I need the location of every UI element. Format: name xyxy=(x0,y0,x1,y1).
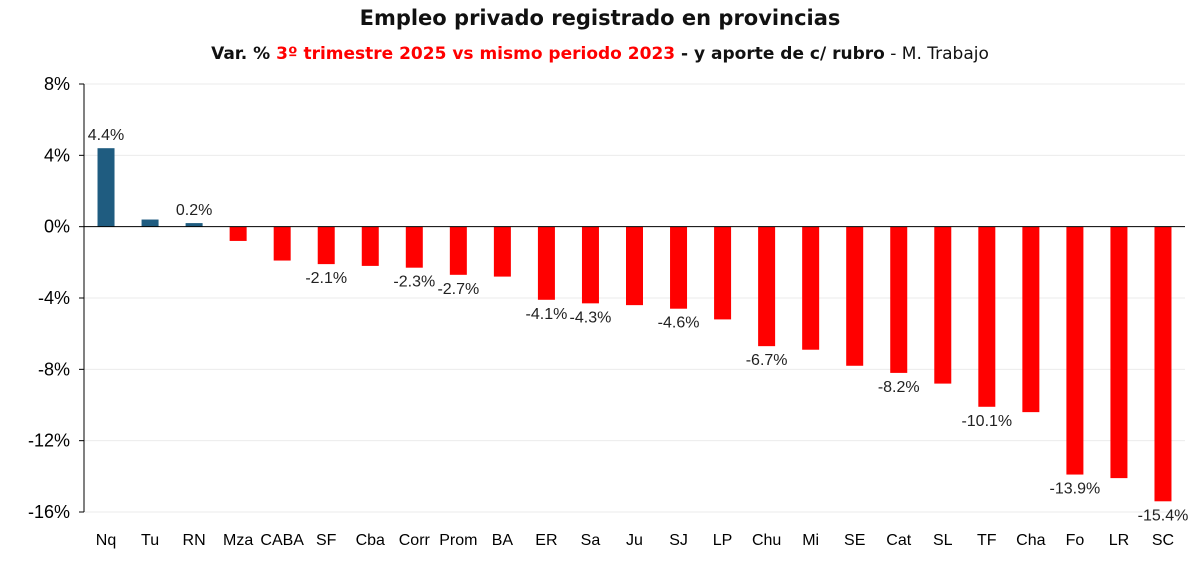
x-tick-label: SF xyxy=(316,532,337,549)
x-tick-label: Prom xyxy=(439,532,477,549)
bar xyxy=(493,226,511,277)
bar xyxy=(141,219,159,227)
data-label: -2.1% xyxy=(305,270,347,287)
bar xyxy=(361,226,379,266)
bar xyxy=(758,226,776,347)
y-tick-label: -4% xyxy=(38,288,70,308)
subtitle-prefix: Var. % xyxy=(211,44,277,64)
x-tick-label: TF xyxy=(977,532,997,549)
x-tick-label: SC xyxy=(1152,532,1174,549)
x-tick-label: Ju xyxy=(626,532,643,549)
x-tick-label: Cba xyxy=(356,532,385,549)
data-label: 4.4% xyxy=(88,127,124,144)
bar xyxy=(1022,226,1040,413)
y-tick-label: -16% xyxy=(28,502,70,522)
x-tick-label: Cha xyxy=(1016,532,1045,549)
bar xyxy=(626,226,643,306)
x-tick-label: SJ xyxy=(669,532,688,549)
x-tick-label: SE xyxy=(844,532,865,549)
bar xyxy=(405,226,423,268)
data-label: -4.1% xyxy=(526,306,568,323)
y-tick-label: 4% xyxy=(44,145,70,165)
x-tick-label: Tu xyxy=(141,532,159,549)
x-tick-label: ER xyxy=(535,532,557,549)
x-tick-label: SL xyxy=(933,532,953,549)
bar xyxy=(714,226,732,320)
y-tick-label: 8% xyxy=(44,74,70,94)
data-label: -6.7% xyxy=(746,352,788,369)
x-tick-label: BA xyxy=(492,532,514,549)
bar xyxy=(934,226,952,384)
bar xyxy=(1066,226,1084,475)
subtitle-source: - M. Trabajo xyxy=(884,44,989,64)
data-label: -4.3% xyxy=(570,309,612,326)
bar xyxy=(846,226,864,366)
chart-title: Empleo privado registrado en provincias xyxy=(359,6,841,30)
x-tick-label: Mza xyxy=(223,532,253,549)
x-tick-label: Mi xyxy=(802,532,819,549)
bar xyxy=(97,148,115,227)
bar xyxy=(581,226,599,304)
subtitle-period: 3º trimestre 2025 vs mismo periodo 2023 xyxy=(276,44,676,64)
x-tick-label: Chu xyxy=(752,532,781,549)
subtitle-contribution: - y aporte de c/ rubro xyxy=(675,44,885,64)
x-tick-label: Sa xyxy=(581,532,601,549)
bar xyxy=(1154,226,1172,502)
x-tick-label: Fo xyxy=(1066,532,1085,549)
chart-subtitle: Var. % 3º trimestre 2025 vs mismo period… xyxy=(0,44,1200,64)
bar xyxy=(273,226,291,261)
bar xyxy=(449,226,467,275)
data-label: 0.2% xyxy=(176,202,212,219)
data-label: -2.3% xyxy=(393,274,435,291)
data-label: -4.6% xyxy=(658,315,700,332)
x-tick-label: LP xyxy=(713,532,733,549)
y-tick-label: 0% xyxy=(44,217,70,237)
x-tick-label: Corr xyxy=(399,532,431,549)
data-label: -8.2% xyxy=(878,379,920,396)
data-label: -15.4% xyxy=(1138,507,1189,524)
bar xyxy=(978,226,996,407)
x-tick-label: LR xyxy=(1109,532,1129,549)
x-tick-label: RN xyxy=(183,532,206,549)
bar xyxy=(185,223,203,227)
x-tick-label: Nq xyxy=(96,532,116,549)
bar xyxy=(670,226,688,309)
y-tick-label: -8% xyxy=(38,359,70,379)
bar xyxy=(537,226,555,300)
y-tick-label: -12% xyxy=(28,431,70,451)
bar xyxy=(890,226,908,373)
data-label: -10.1% xyxy=(961,413,1012,430)
bar xyxy=(802,226,820,350)
bar xyxy=(229,226,247,241)
data-label: -2.7% xyxy=(437,281,479,298)
bar xyxy=(317,226,335,265)
x-tick-label: CABA xyxy=(260,532,304,549)
x-tick-label: Cat xyxy=(886,532,911,549)
data-label: -13.9% xyxy=(1050,481,1101,498)
bar xyxy=(1110,226,1128,479)
